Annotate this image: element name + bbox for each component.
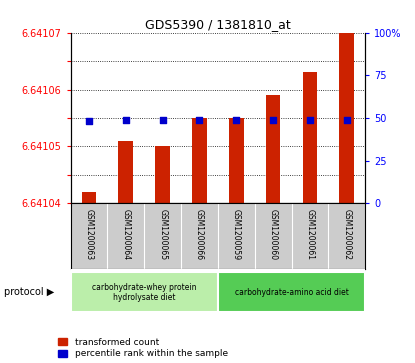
Text: GSM1200059: GSM1200059 [232, 208, 241, 260]
Point [159, 117, 166, 123]
Text: GSM1200060: GSM1200060 [269, 208, 278, 260]
Point [270, 117, 276, 123]
Text: GSM1200065: GSM1200065 [158, 208, 167, 260]
Point [196, 117, 203, 123]
Text: carbohydrate-whey protein
hydrolysate diet: carbohydrate-whey protein hydrolysate di… [92, 282, 196, 302]
Bar [303, 73, 317, 203]
Bar [118, 141, 133, 203]
Title: GDS5390 / 1381810_at: GDS5390 / 1381810_at [145, 19, 291, 32]
Bar [82, 192, 96, 203]
Point [344, 117, 350, 123]
Text: GSM1200062: GSM1200062 [342, 208, 351, 260]
Bar [339, 33, 354, 203]
FancyBboxPatch shape [218, 272, 365, 312]
Text: protocol ▶: protocol ▶ [4, 287, 54, 297]
Text: carbohydrate-amino acid diet: carbohydrate-amino acid diet [234, 288, 349, 297]
Bar [266, 95, 281, 203]
Bar [155, 146, 170, 203]
Point [85, 118, 92, 124]
Point [122, 117, 129, 123]
Bar [229, 118, 244, 203]
Point [307, 117, 313, 123]
Text: GSM1200064: GSM1200064 [121, 208, 130, 260]
Point [233, 117, 239, 123]
Text: GSM1200061: GSM1200061 [305, 208, 315, 260]
FancyBboxPatch shape [71, 272, 218, 312]
Bar [192, 118, 207, 203]
Text: GSM1200063: GSM1200063 [85, 208, 93, 260]
Legend: transformed count, percentile rank within the sample: transformed count, percentile rank withi… [59, 338, 228, 359]
Text: GSM1200066: GSM1200066 [195, 208, 204, 260]
